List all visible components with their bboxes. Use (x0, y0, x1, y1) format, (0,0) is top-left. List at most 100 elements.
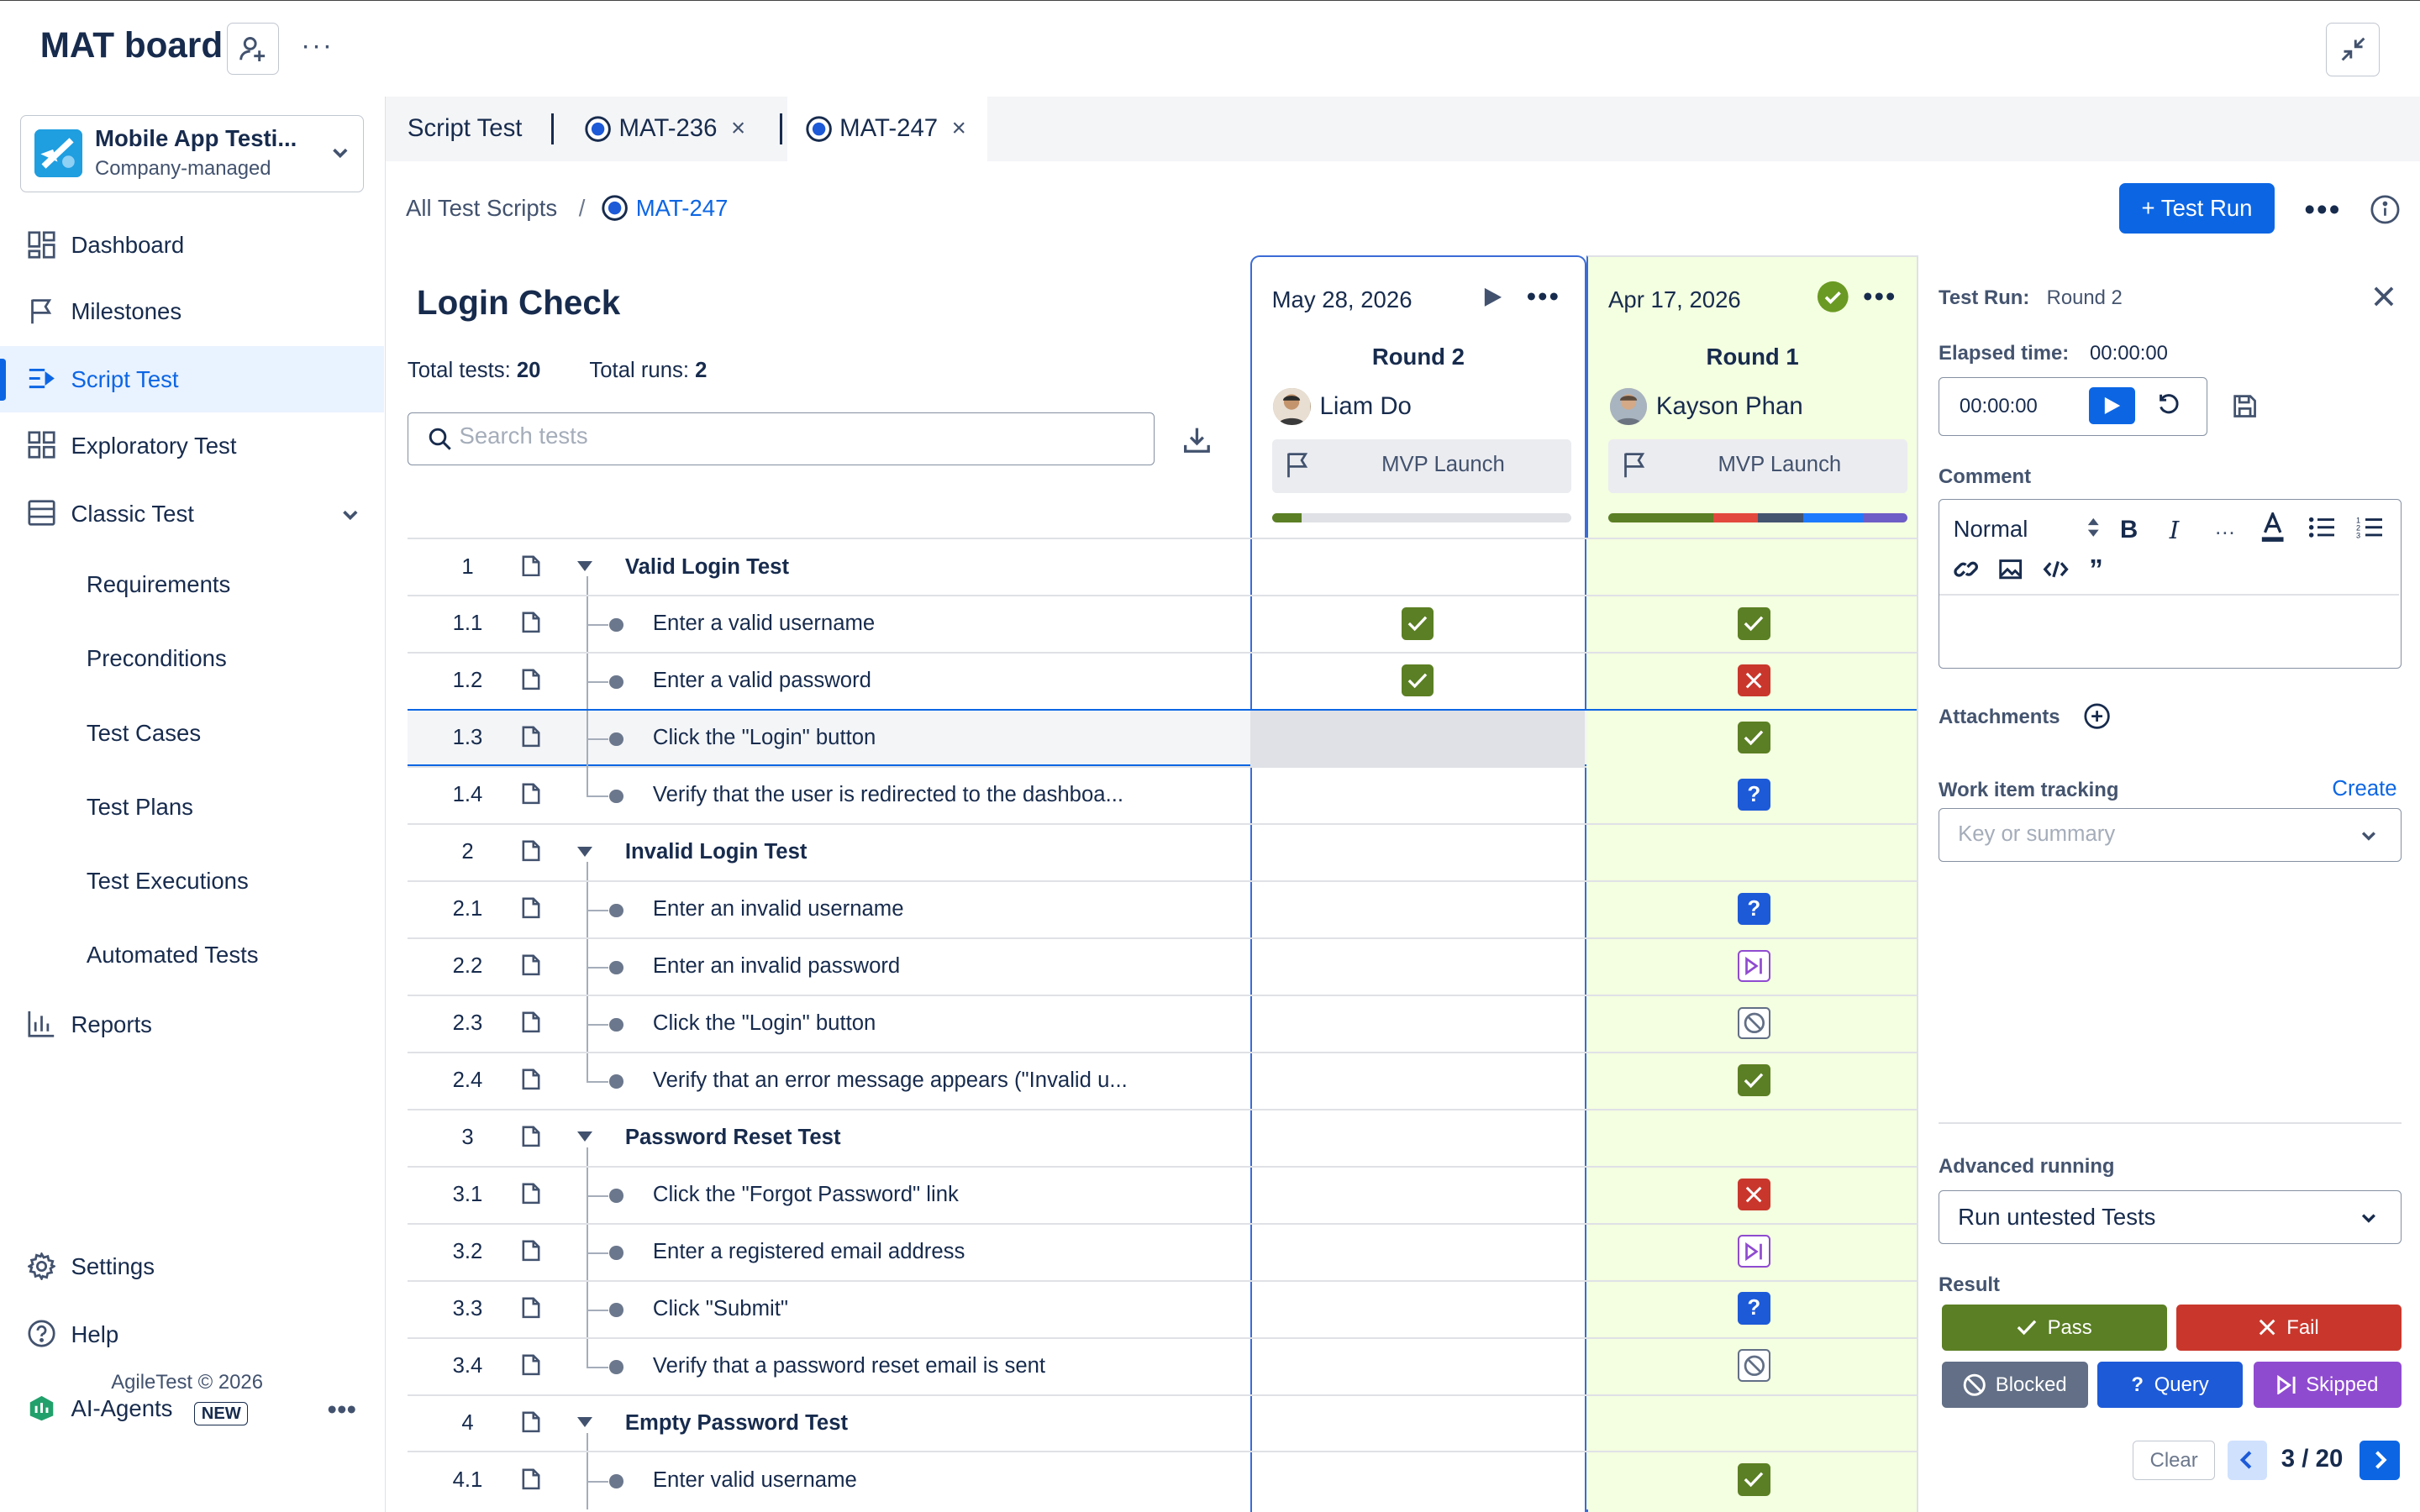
status-fail-icon[interactable] (1738, 664, 1770, 697)
search-input[interactable] (459, 423, 1139, 450)
status-pass-icon[interactable] (1738, 1063, 1770, 1097)
status-blocked-icon[interactable] (1738, 1006, 1770, 1040)
caret-down-icon[interactable] (576, 560, 592, 571)
run-cell-round-2[interactable] (1250, 1339, 1586, 1396)
run-cell-round-1[interactable] (1586, 1110, 1918, 1168)
caret-down-icon[interactable] (576, 846, 592, 857)
link-icon[interactable] (1953, 557, 1978, 581)
run-cell-round-2[interactable] (1250, 654, 1586, 711)
run-cell-round-2[interactable] (1250, 768, 1586, 825)
sidebar-item-requirements[interactable]: Requirements (0, 552, 384, 618)
create-link[interactable]: Create (2332, 776, 2397, 801)
tab-mat-236[interactable]: MAT-236 × (585, 97, 745, 161)
test-step-row[interactable]: 1.1 Enter a valid username (407, 595, 1918, 654)
status-pass-icon[interactable] (1738, 721, 1770, 754)
sidebar-item-script-test[interactable]: Script Test (0, 346, 385, 413)
test-step-row[interactable]: 3.1 Click the "Forgot Password" link (407, 1165, 1918, 1225)
play-icon[interactable] (1483, 286, 1503, 308)
test-group-row[interactable]: 1 Valid Login Test (407, 538, 1918, 597)
run-cell-round-1[interactable] (1586, 995, 1918, 1053)
download-button[interactable] (1182, 425, 1212, 454)
close-icon[interactable]: × (731, 114, 746, 143)
agents-more-button[interactable]: ••• (327, 1394, 357, 1425)
run-cell-round-1[interactable] (1586, 1395, 1918, 1453)
code-icon[interactable] (2043, 557, 2069, 581)
test-step-row[interactable]: 1.3 Click the "Login" button (407, 709, 1918, 768)
status-fail-icon[interactable] (1738, 1178, 1770, 1211)
run-cell-round-2[interactable] (1250, 1225, 1586, 1282)
timer-input[interactable]: 00:00:00 (1959, 395, 2038, 418)
caret-down-icon[interactable] (576, 1417, 592, 1427)
run-cell-round-2[interactable] (1250, 1396, 1586, 1453)
document-icon[interactable] (522, 1240, 540, 1262)
test-group-row[interactable]: 3 Password Reset Test (407, 1108, 1918, 1168)
text-color-icon[interactable] (2260, 512, 2285, 543)
test-step-row[interactable]: 2.4 Verify that an error message appears … (407, 1051, 1918, 1110)
run-cell-round-1[interactable] (1586, 1224, 1918, 1282)
sidebar-item-test-plans[interactable]: Test Plans (0, 774, 384, 840)
tab-script-test[interactable]: Script Test (408, 97, 523, 161)
test-group-row[interactable]: 4 Empty Password Test (407, 1394, 1918, 1453)
document-icon[interactable] (522, 1068, 540, 1090)
next-button[interactable] (2360, 1440, 2401, 1481)
run-more-button[interactable]: ••• (1863, 281, 1897, 313)
run-cell-round-2[interactable] (1250, 1452, 1586, 1509)
document-icon[interactable] (522, 1011, 540, 1033)
reset-timer-button[interactable] (2157, 392, 2181, 416)
document-icon[interactable] (522, 726, 540, 748)
previous-button[interactable] (2227, 1440, 2268, 1481)
run-cell-round-2[interactable] (1250, 996, 1586, 1053)
run-cell-round-1[interactable]: ? (1586, 881, 1918, 939)
run-cell-round-1[interactable]: ? (1586, 1281, 1918, 1339)
run-cell-round-1[interactable] (1586, 824, 1918, 882)
sidebar-item-exploratory-test[interactable]: Exploratory Test (0, 412, 384, 479)
sidebar-item-classic-test[interactable]: Classic Test (0, 480, 384, 547)
save-button[interactable] (2232, 393, 2258, 419)
sidebar-item-milestones[interactable]: Milestones (0, 279, 384, 345)
test-step-row[interactable]: 1.4 Verify that the user is redirected to… (407, 765, 1918, 825)
test-step-row[interactable]: 3.3 Click "Submit"? (407, 1279, 1918, 1339)
project-switcher[interactable]: Mobile App Testi... Company-managed (19, 114, 365, 192)
status-pass-icon[interactable] (1401, 606, 1434, 640)
test-step-row[interactable]: 1.2 Enter a valid password (407, 652, 1918, 711)
document-icon[interactable] (522, 1468, 540, 1490)
run-cell-round-1[interactable] (1586, 938, 1918, 996)
document-icon[interactable] (522, 1126, 540, 1147)
run-cell-round-1[interactable] (1586, 711, 1918, 768)
breadcrumb-current[interactable]: MAT-247 (635, 195, 729, 222)
run-cell-round-1[interactable] (1586, 1338, 1918, 1396)
test-step-row[interactable]: 2.3 Click the "Login" button (407, 994, 1918, 1053)
document-icon[interactable] (522, 1354, 540, 1376)
status-skipped-icon[interactable] (1738, 1235, 1770, 1268)
fail-button[interactable]: Fail (2175, 1305, 2402, 1352)
image-icon[interactable] (1998, 557, 2023, 581)
tab-mat-247[interactable]: MAT-247 × (786, 96, 988, 162)
caret-down-icon[interactable] (576, 1131, 592, 1142)
sidebar-item-settings[interactable]: Settings (0, 1234, 384, 1300)
collapse-button[interactable] (2325, 22, 2381, 76)
document-icon[interactable] (522, 954, 540, 976)
test-step-row[interactable]: 3.2 Enter a registered email address (407, 1222, 1918, 1282)
run-cell-round-2[interactable] (1250, 1282, 1586, 1339)
breadcrumb-all-scripts[interactable]: All Test Scripts (406, 195, 558, 222)
format-select[interactable]: Normal (1953, 515, 2028, 542)
run-cell-round-2[interactable] (1250, 1168, 1586, 1225)
add-people-button[interactable] (226, 22, 280, 76)
italic-icon[interactable]: I (2169, 515, 2180, 544)
board-more-button[interactable]: ··· (301, 29, 334, 61)
test-step-row[interactable]: 2.1 Enter an invalid username? (407, 879, 1918, 939)
query-button[interactable]: ? Query (2097, 1361, 2243, 1409)
sidebar-item-dashboard[interactable]: Dashboard (0, 213, 384, 279)
bullet-list-icon[interactable] (2308, 516, 2335, 539)
sidebar-item-test-cases[interactable]: Test Cases (0, 700, 384, 766)
run-cell-round-1[interactable]: ? (1586, 767, 1918, 825)
run-cell-round-2[interactable] (1250, 596, 1586, 654)
document-icon[interactable] (522, 612, 540, 633)
status-pass-icon[interactable] (1401, 664, 1434, 697)
more-actions-button[interactable]: ••• (2304, 192, 2342, 227)
blocked-button[interactable]: Blocked (1941, 1361, 2089, 1409)
add-attachment-button[interactable] (2084, 703, 2110, 729)
status-query-icon[interactable]: ? (1738, 1292, 1770, 1325)
test-group-row[interactable]: 2 Invalid Login Test (407, 822, 1918, 882)
